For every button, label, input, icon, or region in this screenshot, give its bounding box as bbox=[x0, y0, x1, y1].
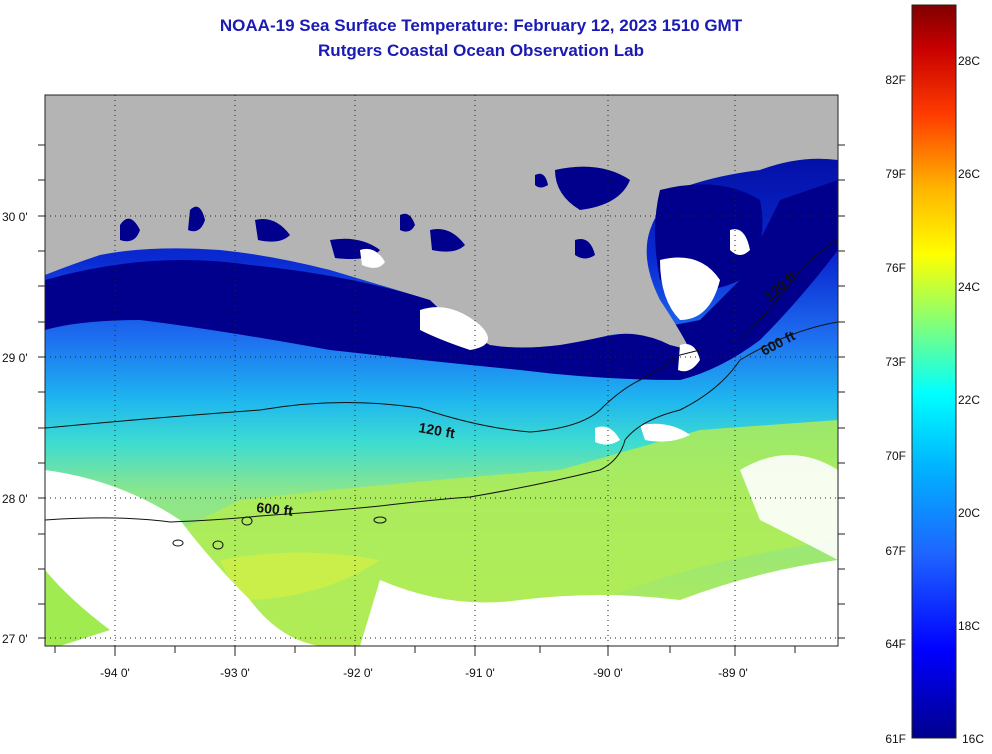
contour-120ft bbox=[45, 349, 701, 433]
colorbar-f-82: 82F bbox=[885, 73, 906, 87]
colorbar-c-16: 16C bbox=[962, 732, 984, 746]
colorbar-c-22: 22C bbox=[958, 393, 980, 407]
map-title: NOAA-19 Sea Surface Temperature: Februar… bbox=[219, 16, 743, 35]
graticule bbox=[45, 95, 838, 646]
lon-label-90: -90 0' bbox=[593, 666, 623, 680]
lat-label-29: 29 0' bbox=[2, 351, 28, 365]
map-frame bbox=[44, 94, 839, 647]
cloud-area bbox=[45, 470, 320, 646]
lon-label-89: -89 0' bbox=[718, 666, 748, 680]
coastal-cold-water bbox=[45, 180, 838, 380]
colorbar-f-79: 79F bbox=[885, 167, 906, 181]
contour-label-120ft: 120 ft bbox=[417, 419, 456, 441]
contour-label-600ft: 600 ft bbox=[256, 499, 294, 519]
colorbar-c-18: 18C bbox=[958, 619, 980, 633]
map-subtitle: Rutgers Coastal Ocean Observation Lab bbox=[318, 41, 644, 60]
colorbar-c-28: 28C bbox=[958, 54, 980, 68]
lat-label-28: 28 0' bbox=[2, 492, 28, 506]
colorbar bbox=[911, 4, 957, 739]
lat-label-30: 30 0' bbox=[2, 210, 28, 224]
colorbar-f-61: 61F bbox=[885, 732, 906, 746]
colorbar-c-20: 20C bbox=[958, 506, 980, 520]
lon-label-91: -91 0' bbox=[465, 666, 495, 680]
colorbar-f-67: 67F bbox=[885, 544, 906, 558]
colorbar-c-24: 24C bbox=[958, 280, 980, 294]
colorbar-c-26: 26C bbox=[958, 167, 980, 181]
lon-label-93: -93 0' bbox=[220, 666, 250, 680]
lat-label-27: 27 0' bbox=[2, 632, 28, 646]
colorbar-f-70: 70F bbox=[885, 449, 906, 463]
colorbar-f-73: 73F bbox=[885, 355, 906, 369]
lon-label-94: -94 0' bbox=[100, 666, 130, 680]
land-area bbox=[45, 95, 838, 350]
lon-label-92: -92 0' bbox=[343, 666, 373, 680]
colorbar-f-64: 64F bbox=[885, 637, 906, 651]
colorbar-f-76: 76F bbox=[885, 261, 906, 275]
contour-600ft bbox=[45, 321, 838, 523]
